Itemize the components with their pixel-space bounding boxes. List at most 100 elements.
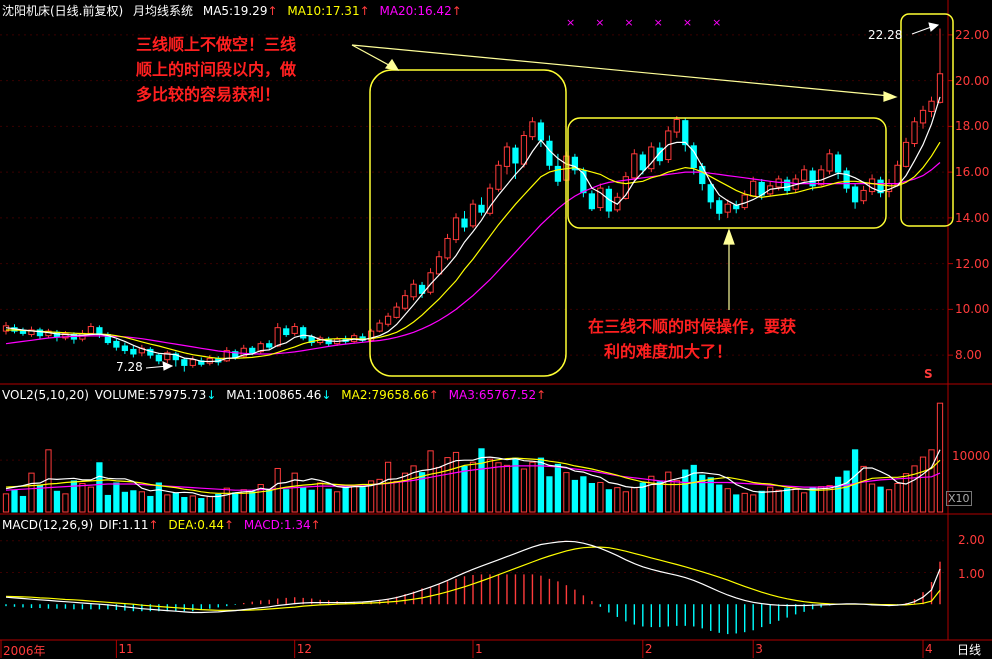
volume-bar xyxy=(936,402,944,513)
candle xyxy=(512,144,519,179)
volume-bar xyxy=(486,458,494,513)
volume-bar xyxy=(919,456,927,513)
volume-bar xyxy=(79,483,86,513)
candle xyxy=(936,28,944,104)
stock-title: 沈阳机床(日线.前复权) xyxy=(2,4,124,18)
volume-bar xyxy=(28,472,35,513)
volume-bar xyxy=(868,483,876,513)
dea-value: DEA:0.44↑ xyxy=(168,518,235,532)
volume-bar xyxy=(342,485,349,513)
volume-bar xyxy=(707,477,714,513)
volume-bar xyxy=(724,488,731,513)
annotation-arrows xyxy=(351,44,898,310)
candle xyxy=(919,105,927,129)
volume-bar xyxy=(885,489,893,513)
volume-bar xyxy=(673,479,680,513)
volume-bar xyxy=(401,472,409,513)
volume-bar xyxy=(809,487,816,513)
date-axis xyxy=(0,640,924,658)
annotation-line: 在三线不顺的时候操作，要获 xyxy=(588,317,797,336)
volume-bar xyxy=(147,495,154,513)
candle xyxy=(155,352,162,365)
price-pane-header: 沈阳机床(日线.前复权) 月均线系统 MA5:19.29↑ MA10:17.31… xyxy=(2,2,468,19)
volume-ma1-value: MA1:100865.46↓ xyxy=(226,388,332,402)
candle xyxy=(478,197,485,216)
volume-ma2-line xyxy=(5,457,941,494)
date-label: 12 xyxy=(296,642,312,656)
volume-bar xyxy=(435,466,443,513)
volume-bar xyxy=(860,465,867,513)
volume-bar xyxy=(639,482,646,513)
volume-bar xyxy=(834,476,842,513)
volume-bar xyxy=(418,472,426,513)
candle xyxy=(716,197,723,221)
annotation-line: 多比较的容易获利！ xyxy=(136,85,281,104)
candle xyxy=(639,151,646,175)
volume-bar xyxy=(877,486,884,513)
candle xyxy=(384,312,392,327)
date-label: 4 xyxy=(925,642,933,656)
volume-bar xyxy=(690,464,697,513)
volume-bar xyxy=(554,463,562,513)
date-label: 2 xyxy=(644,642,653,656)
bottom-annotation: 在三线不顺的时候操作，要获 利的难度加大了！ xyxy=(588,314,796,364)
volume-bar xyxy=(181,496,188,513)
volume-bar xyxy=(350,484,358,513)
date-label: 2006年 xyxy=(3,644,46,658)
price-axis-tick: 18.00 xyxy=(955,119,990,134)
volume-bar xyxy=(11,489,18,513)
volume-bar xyxy=(62,493,69,513)
candle xyxy=(784,176,791,195)
candle xyxy=(130,345,137,358)
high-price-label: 22.28 xyxy=(868,28,903,42)
volume-bar xyxy=(469,461,477,513)
candle xyxy=(461,211,468,232)
volume-bar xyxy=(843,470,850,513)
volume-bar xyxy=(155,482,162,513)
volume-bar xyxy=(257,484,264,513)
volume-bar xyxy=(359,487,366,513)
volume-bar xyxy=(928,449,935,513)
candle xyxy=(529,117,536,141)
candle xyxy=(486,183,494,216)
volume-bar xyxy=(325,488,332,513)
date-label: 1 xyxy=(475,642,483,656)
candle xyxy=(113,339,120,351)
volume-bar xyxy=(121,491,129,513)
candle xyxy=(724,199,731,218)
volume-bar xyxy=(851,449,859,513)
moving-average-lines xyxy=(5,96,941,363)
volume-bar xyxy=(529,461,536,513)
candle xyxy=(801,165,808,182)
macd-axis-tick: 2.00 xyxy=(958,533,985,547)
volume-bar xyxy=(656,481,663,513)
volume-bar xyxy=(376,478,383,513)
dif-value: DIF:1.11↑ xyxy=(98,518,159,532)
ma20-value: MA20:16.42↑ xyxy=(379,4,462,18)
volume-bar xyxy=(792,488,799,513)
volume-bar xyxy=(87,486,95,513)
candle xyxy=(597,183,604,212)
volume-bar xyxy=(283,489,290,513)
volume-bar xyxy=(622,491,629,513)
volume-bar xyxy=(801,492,808,513)
volume-bar xyxy=(563,472,570,513)
candle xyxy=(673,116,680,138)
candle xyxy=(376,319,383,333)
candle xyxy=(410,279,417,301)
volume-bar xyxy=(384,461,392,513)
candle xyxy=(147,347,154,359)
macd-pane-header: MACD(12,26,9) DIF:1.11↑ DEA:0.44↑ MACD:1… xyxy=(2,518,327,532)
candle xyxy=(291,323,298,336)
ma5-line xyxy=(5,96,941,363)
volume-bar xyxy=(665,471,672,513)
volume-bar xyxy=(588,483,596,513)
volume-value: VOLUME:57975.73↓ xyxy=(94,388,217,402)
candle xyxy=(70,332,78,344)
volume-bar xyxy=(775,489,782,513)
volume-bar xyxy=(758,490,765,513)
low-price-label: 7.28 xyxy=(116,360,143,374)
volume-bar xyxy=(70,480,78,513)
candle xyxy=(911,117,918,147)
